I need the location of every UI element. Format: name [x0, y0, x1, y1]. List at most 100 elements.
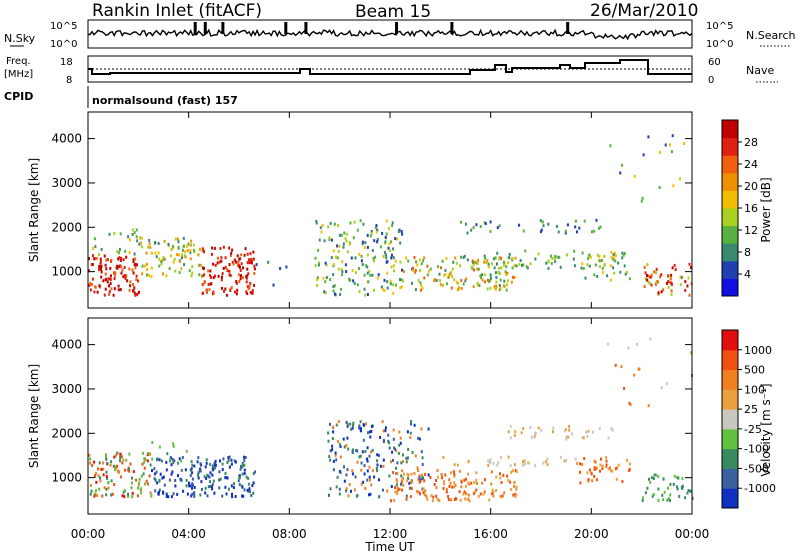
range-cell	[483, 273, 486, 277]
range-cell	[490, 482, 493, 486]
range-cell	[507, 279, 510, 283]
y-tick-label: 4000	[51, 132, 82, 146]
range-cell	[388, 242, 391, 246]
range-cell	[396, 492, 399, 496]
range-cell	[383, 250, 386, 254]
range-cell	[593, 273, 596, 277]
range-cell	[93, 460, 96, 464]
range-cell	[421, 456, 424, 460]
range-cell	[334, 292, 336, 296]
range-cell	[508, 252, 511, 256]
range-cell	[593, 474, 596, 478]
range-cell	[240, 253, 243, 257]
range-cell	[599, 225, 602, 229]
range-cell	[140, 236, 143, 240]
range-cell	[370, 424, 373, 428]
range-cell	[109, 266, 112, 270]
range-cell	[637, 367, 640, 371]
cpid-label: CPID	[4, 90, 33, 103]
range-cell	[140, 487, 142, 491]
range-cell	[500, 266, 503, 270]
range-cell	[541, 220, 544, 224]
range-cell	[332, 425, 334, 429]
range-cell	[379, 435, 382, 439]
range-cell	[153, 477, 156, 480]
range-cell	[405, 256, 408, 260]
range-cell	[422, 491, 425, 495]
range-cell	[182, 489, 185, 493]
range-cell	[332, 273, 335, 277]
range-cell	[343, 479, 346, 483]
range-cell	[214, 263, 217, 267]
range-cell	[119, 288, 122, 292]
colorbar-swatch	[722, 120, 738, 139]
range-cell	[167, 495, 170, 499]
range-cell	[402, 270, 405, 273]
range-cell	[218, 260, 221, 264]
range-cell	[425, 495, 428, 498]
range-cell	[356, 283, 359, 287]
range-cell	[409, 436, 412, 439]
range-cell	[460, 255, 462, 259]
range-cell	[137, 279, 140, 283]
range-cell	[594, 263, 597, 267]
range-cell	[605, 465, 608, 469]
range-cell	[89, 492, 92, 496]
range-cell	[249, 252, 252, 256]
range-cell	[515, 493, 518, 497]
range-cell	[140, 491, 143, 495]
range-cell	[124, 468, 126, 472]
range-cell	[496, 226, 499, 230]
range-cell	[345, 420, 348, 424]
range-cell	[432, 495, 435, 499]
range-cell	[252, 481, 255, 485]
range-cell	[519, 259, 522, 262]
range-cell	[470, 266, 473, 269]
range-cell	[645, 278, 648, 282]
range-cell	[343, 465, 345, 469]
range-cell	[584, 276, 587, 280]
range-cell	[122, 258, 125, 262]
range-cell	[172, 442, 175, 446]
range-cell	[212, 468, 214, 472]
range-cell	[343, 445, 346, 449]
range-cell	[659, 275, 662, 279]
range-cell	[430, 494, 433, 498]
range-cell	[218, 478, 221, 482]
range-cell	[603, 263, 606, 267]
range-cell	[655, 267, 658, 271]
range-cell	[481, 273, 483, 277]
range-cell	[91, 277, 94, 281]
range-cell	[124, 489, 127, 493]
range-cell	[599, 469, 601, 473]
range-cell	[142, 472, 145, 476]
range-cell	[641, 196, 644, 200]
range-cell	[336, 244, 339, 248]
range-cell	[684, 496, 687, 500]
range-cell	[609, 144, 612, 148]
range-cell	[593, 467, 596, 471]
range-cell	[360, 461, 363, 465]
range-cell	[279, 267, 282, 270]
range-cell	[653, 270, 656, 274]
range-cell	[453, 472, 456, 476]
range-cell	[385, 260, 388, 264]
range-cell	[338, 443, 341, 447]
nsky-spike	[304, 22, 308, 34]
range-cell	[377, 273, 380, 277]
range-cell	[436, 469, 439, 472]
range-cell	[429, 267, 432, 271]
range-cell	[421, 487, 424, 491]
range-cell	[146, 482, 149, 486]
range-cell	[100, 258, 102, 262]
range-cell	[389, 279, 392, 283]
range-cell	[123, 266, 126, 269]
range-cell	[407, 259, 410, 263]
range-cell	[234, 290, 236, 294]
range-cell	[108, 290, 111, 294]
range-cell	[231, 495, 234, 499]
range-cell	[148, 474, 151, 478]
range-cell	[98, 487, 101, 491]
range-cell	[484, 222, 487, 226]
